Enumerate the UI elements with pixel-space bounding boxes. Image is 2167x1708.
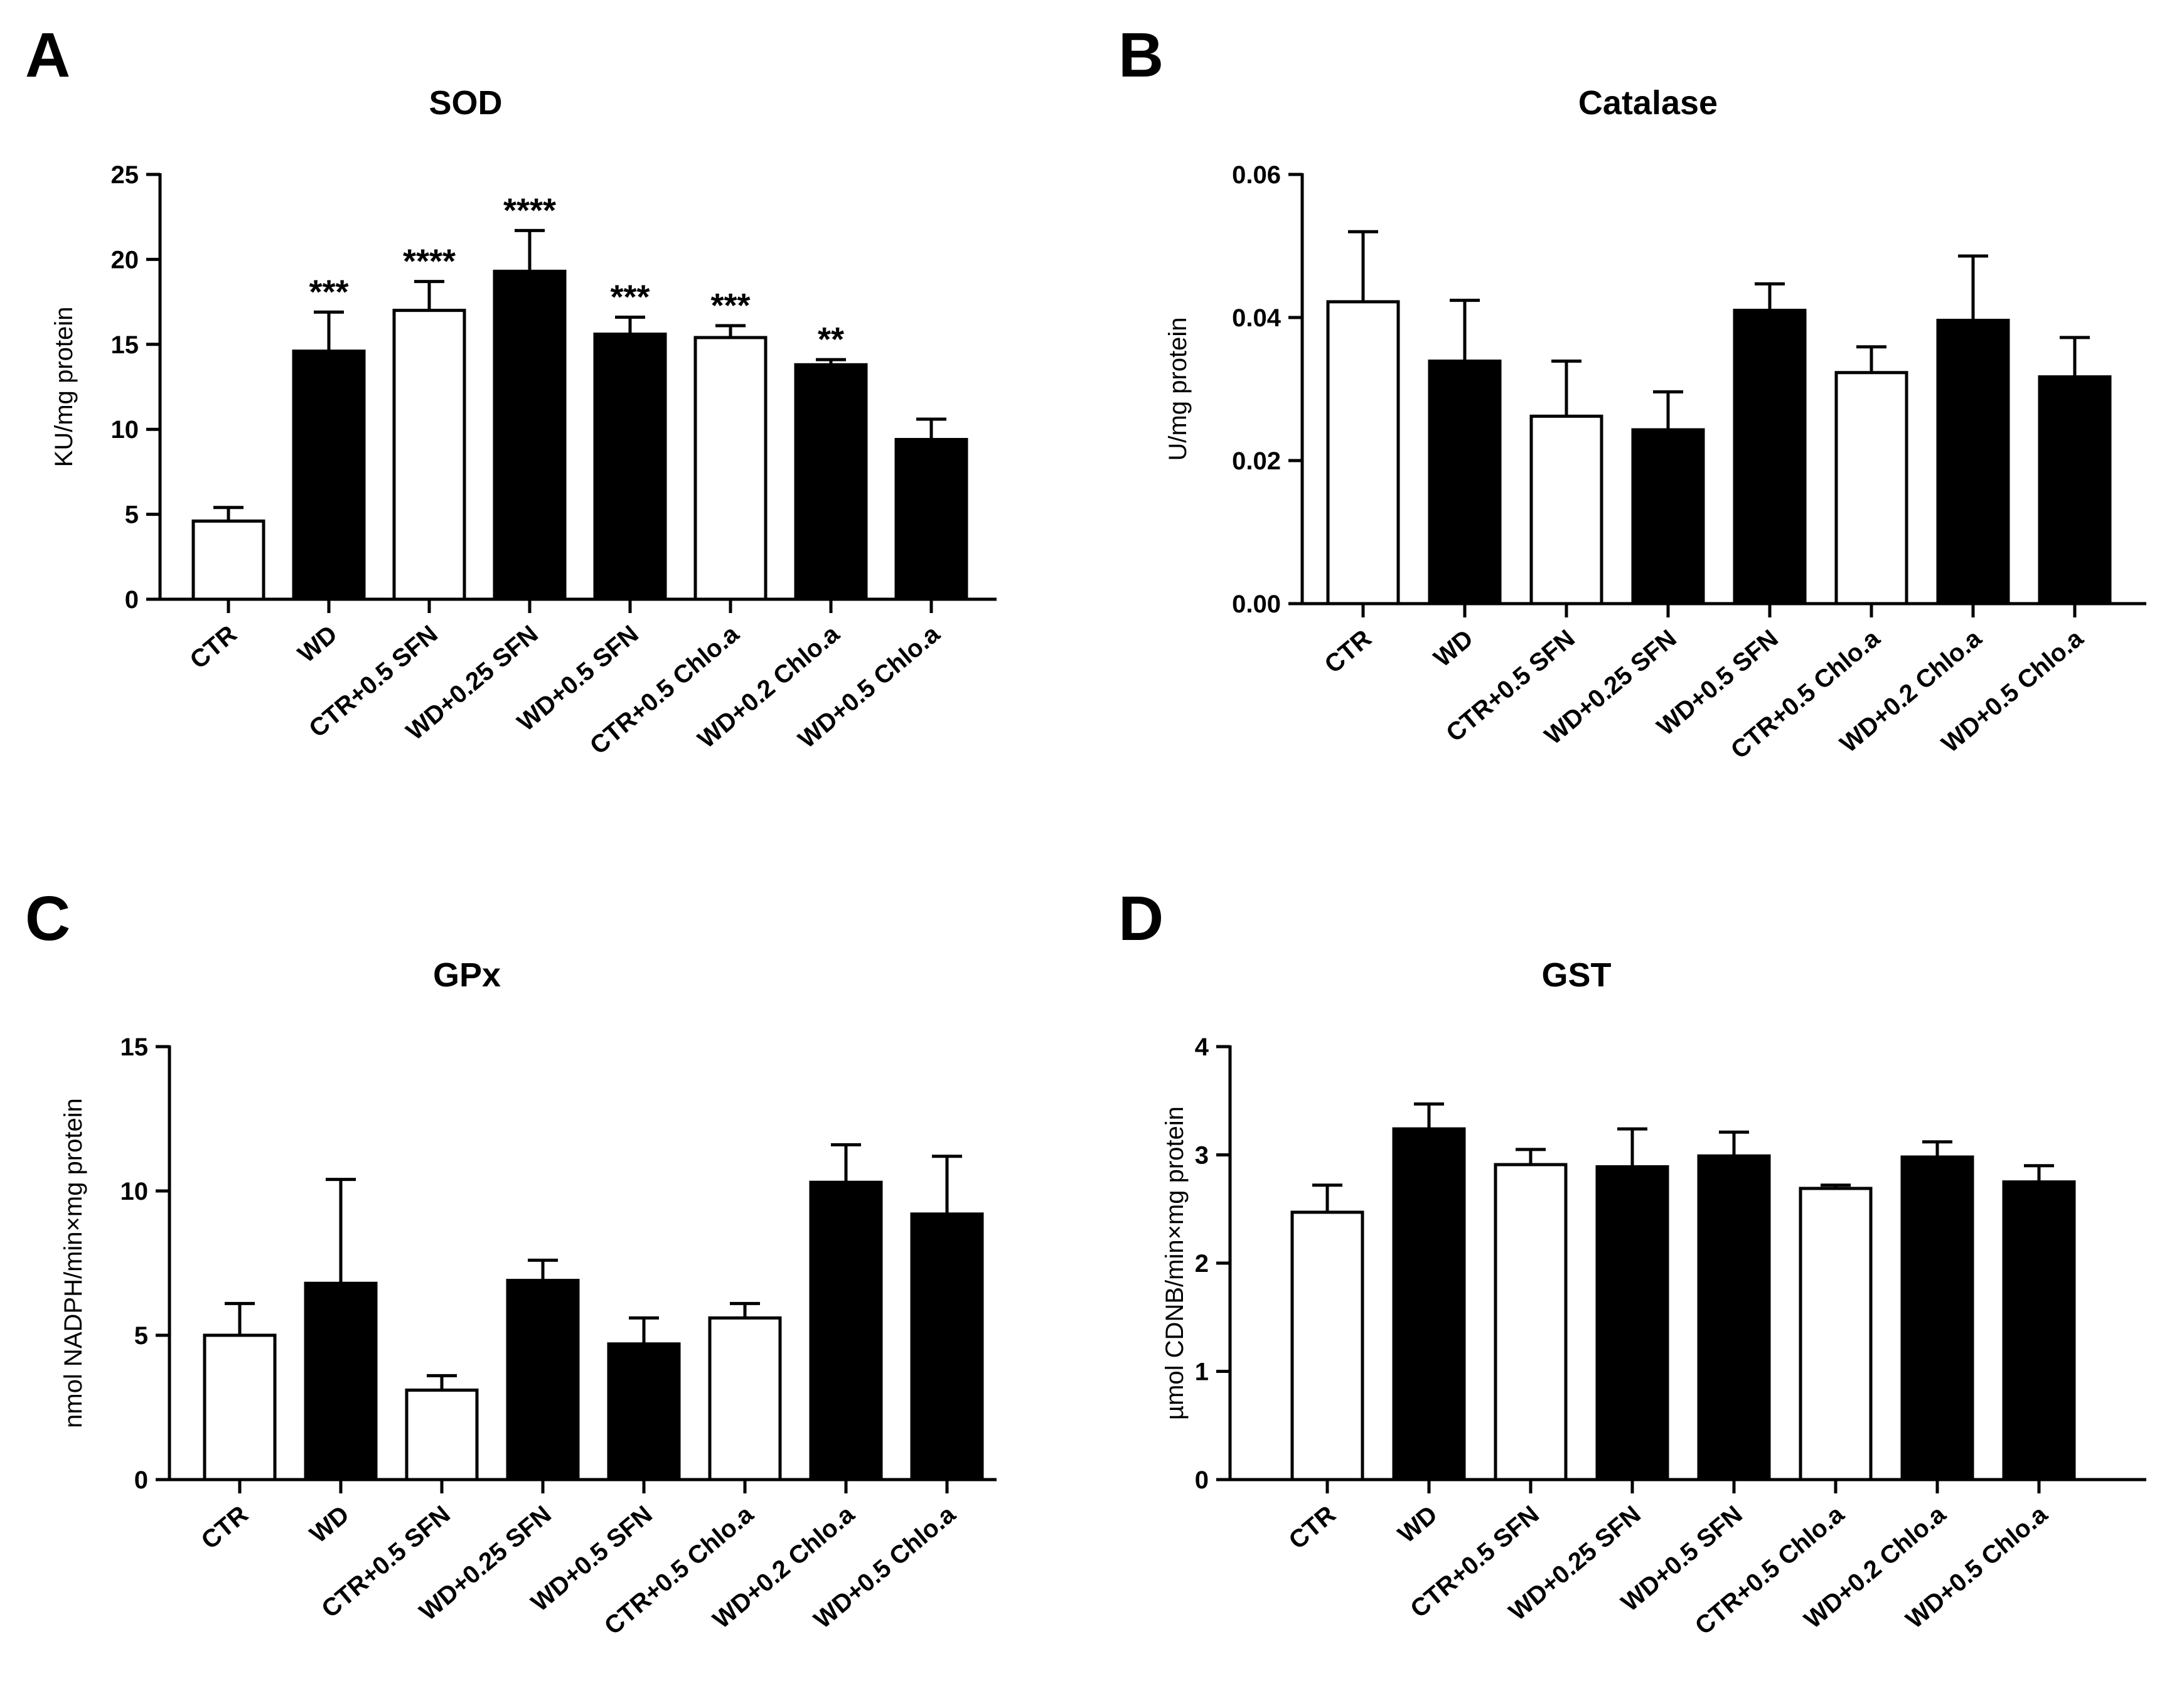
x-tick-label: WD — [304, 1500, 354, 1549]
bar — [809, 1180, 883, 1481]
bar — [1631, 428, 1705, 606]
y-tick-label: 25 — [111, 161, 139, 189]
bar — [794, 363, 868, 601]
significance-label: **** — [403, 243, 456, 280]
panel-letter-C: C — [25, 883, 70, 954]
bar — [304, 1281, 378, 1481]
y-tick-label: 5 — [134, 1322, 148, 1350]
bar — [693, 336, 768, 601]
significance-label: *** — [309, 273, 348, 311]
bar — [1494, 1163, 1568, 1481]
y-tick-label: 10 — [120, 1178, 149, 1205]
significance-label: *** — [710, 287, 750, 324]
bar — [2038, 375, 2112, 606]
y-tick-label: 0 — [1195, 1466, 1209, 1494]
chart-title-gpx: GPx — [433, 956, 501, 994]
bar — [1326, 300, 1400, 606]
bar — [1697, 1154, 1771, 1481]
bar — [708, 1316, 782, 1481]
y-tick-label: 20 — [111, 246, 139, 274]
panel-letter-A: A — [25, 20, 70, 90]
bar — [292, 350, 366, 601]
y-tick-label: 0.00 — [1232, 590, 1281, 618]
significance-label: **** — [503, 191, 556, 229]
y-axis-label: U/mg protein — [1164, 318, 1192, 461]
chart-title-catalase: Catalase — [1578, 84, 1718, 122]
significance-label: *** — [610, 278, 650, 316]
bar — [910, 1212, 984, 1481]
chart-title-sod: SOD — [429, 84, 502, 122]
bar — [593, 333, 667, 601]
bar — [1799, 1187, 1873, 1481]
bar — [1392, 1127, 1466, 1481]
x-tick-label: WD — [1428, 624, 1478, 673]
bar — [1529, 414, 1603, 606]
x-tick-label: CTR — [1284, 1500, 1341, 1555]
panel-A: A SOD CTR***WD****CTR+0.5 SFN****WD+0.25… — [25, 20, 997, 760]
panel-letter-D: D — [1118, 883, 1164, 954]
y-axis-label: nmol NADPH/min×mg protein — [60, 1098, 87, 1428]
y-tick-label: 0.04 — [1232, 304, 1281, 332]
y-tick-label: 0 — [134, 1466, 148, 1494]
bar — [1428, 360, 1502, 606]
y-tick-label: 0 — [125, 586, 139, 614]
y-tick-label: 0.02 — [1232, 447, 1281, 475]
bar — [1900, 1155, 1974, 1481]
y-tick-label: 15 — [111, 331, 139, 359]
bar — [607, 1342, 681, 1481]
y-tick-label: 5 — [125, 501, 139, 529]
bar — [1595, 1165, 1669, 1481]
x-tick-label: CTR — [1320, 624, 1377, 679]
bar — [1936, 319, 2010, 606]
bar — [506, 1279, 580, 1481]
y-tick-label: 10 — [111, 416, 139, 444]
chart-title-gst: GST — [1541, 956, 1611, 994]
y-tick-label: 2 — [1195, 1250, 1209, 1278]
x-tick-label: CTR — [196, 1500, 254, 1555]
bar — [405, 1388, 479, 1481]
y-axis-label: µmol CDNB/min×mg protein — [1161, 1106, 1189, 1420]
bar — [203, 1333, 277, 1481]
chart-plot-sod: CTR***WD****CTR+0.5 SFN****WD+0.25 SFN**… — [50, 161, 997, 760]
bar — [1290, 1210, 1364, 1481]
bar — [191, 519, 265, 601]
significance-label: ** — [818, 321, 844, 358]
bar — [2002, 1180, 2076, 1481]
y-tick-label: 0.06 — [1232, 161, 1281, 189]
bar — [1733, 309, 1807, 606]
bar — [1834, 371, 1908, 606]
bar — [493, 269, 567, 601]
x-tick-label: CTR — [185, 620, 242, 675]
x-tick-label: WD — [292, 620, 342, 668]
bar — [894, 437, 968, 601]
panel-letter-B: B — [1118, 20, 1164, 90]
y-axis-label: KU/mg protein — [50, 307, 78, 467]
y-tick-label: 15 — [120, 1033, 149, 1061]
y-tick-label: 4 — [1195, 1033, 1209, 1061]
y-tick-label: 1 — [1195, 1358, 1209, 1386]
y-tick-label: 3 — [1195, 1142, 1209, 1170]
bar — [392, 309, 466, 601]
x-tick-label: WD — [1393, 1500, 1442, 1549]
